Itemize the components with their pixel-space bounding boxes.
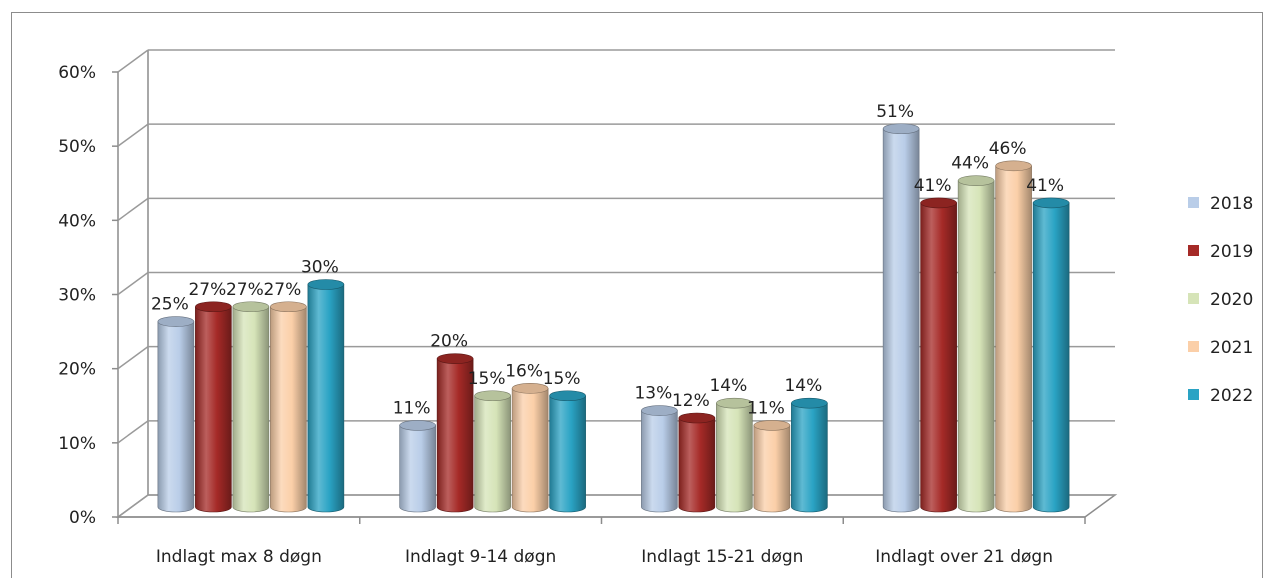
bar: [791, 402, 828, 513]
legend-swatch: [1188, 389, 1199, 400]
y-tick-label: 60%: [58, 63, 96, 83]
bar: [195, 306, 232, 513]
gridline-side: [117, 346, 149, 370]
bar: [882, 128, 920, 513]
bar: [511, 388, 549, 513]
legend-label: 2020: [1210, 290, 1253, 310]
bar: [232, 306, 270, 513]
bar-top: [195, 301, 232, 313]
bar-top: [957, 175, 995, 186]
legend-label: 2019: [1210, 242, 1253, 262]
gridline-side: [117, 420, 149, 444]
data-labels: 25%27% 27% 27%30%11%20%15% 16% 15%13% 12%14%1…: [151, 102, 1064, 419]
data-label: 27%: [188, 280, 226, 300]
bar-top: [474, 390, 511, 402]
legend-swatch: [1188, 341, 1199, 352]
data-label: 51%: [876, 102, 914, 122]
x-category-label: Indlagt over 21 døgn: [875, 547, 1053, 567]
bar: [307, 284, 345, 513]
data-label: 16%: [505, 361, 543, 381]
gridline-side: [117, 271, 149, 296]
x-category-label: Indlagt 15-21 døgn: [641, 547, 803, 567]
data-label: 11%: [747, 398, 785, 418]
bar-top: [716, 397, 753, 409]
y-tick-label: 40%: [58, 211, 96, 231]
bar: [957, 180, 995, 513]
y-tick-label: 50%: [58, 137, 96, 157]
data-label: 46%: [989, 139, 1027, 159]
y-tick-label: 10%: [58, 434, 96, 454]
bar-top: [436, 353, 474, 364]
bar: [716, 402, 753, 513]
data-label: 20%: [430, 332, 468, 352]
gridline-side: [117, 197, 149, 221]
x-category-label: Indlagt max 8 døgn: [156, 547, 322, 567]
bar: [270, 306, 307, 513]
data-label: 41%: [1026, 176, 1064, 196]
bar: [399, 425, 436, 513]
data-label: 25%: [151, 295, 189, 315]
bar-top: [399, 420, 436, 431]
data-label: 30%: [301, 258, 339, 278]
bar: [436, 358, 474, 513]
data-label: 27%: [263, 280, 301, 300]
bars: [157, 123, 1070, 513]
legend-label: 2021: [1210, 338, 1253, 358]
bar-top: [232, 301, 270, 313]
bar: [753, 425, 791, 513]
bar: [995, 165, 1032, 513]
data-label: 15%: [468, 369, 506, 389]
x-axis: Indlagt max 8 døgn Indlagt 9-14 døgn Indla…: [117, 516, 1086, 567]
x-category-label: Indlagt 9-14 døgn: [405, 547, 556, 567]
data-label: 14%: [784, 376, 822, 396]
data-label: 13%: [634, 384, 672, 404]
bar: [641, 410, 678, 513]
legend: 2018 2019 2020 2021 2022: [1188, 194, 1253, 406]
legend-label: 2018: [1210, 194, 1253, 214]
y-tick-label: 20%: [58, 360, 96, 380]
data-label: 27%: [226, 280, 264, 300]
bar-top: [753, 420, 791, 431]
gridline-side: [117, 49, 149, 73]
bar-top: [920, 197, 957, 209]
data-label: 11%: [393, 398, 431, 418]
bar-top: [1032, 197, 1070, 209]
legend-swatch: [1188, 197, 1199, 208]
bar: [549, 395, 586, 513]
bar-top: [882, 123, 920, 135]
bar: [1032, 202, 1070, 513]
bar-top: [157, 316, 195, 327]
gridline-side: [117, 494, 149, 518]
y-tick-label: 30%: [58, 286, 96, 306]
bar-top: [678, 412, 716, 424]
y-tick-label: 0%: [69, 508, 96, 528]
bar: [920, 202, 957, 513]
y-axis-ticks: 0% 10% 20% 30% 40% 50% 60%: [58, 63, 118, 528]
bar-top: [307, 279, 345, 290]
bar: [157, 321, 195, 513]
bar-top: [641, 405, 678, 416]
legend-swatch: [1188, 245, 1199, 256]
data-label: 41%: [914, 176, 952, 196]
bar-top: [995, 160, 1032, 172]
legend-swatch: [1188, 293, 1199, 304]
bar-top: [549, 390, 586, 402]
data-label: 15%: [543, 369, 581, 389]
bar-top: [270, 301, 307, 313]
bar-top: [791, 397, 828, 409]
data-label: 14%: [709, 376, 747, 396]
gridline-side: [117, 123, 149, 147]
bar-top: [511, 383, 549, 394]
bar: [678, 417, 716, 513]
bar: [474, 395, 511, 513]
legend-label: 2022: [1210, 386, 1253, 406]
data-label: 44%: [951, 154, 989, 174]
data-label: 12%: [672, 391, 710, 411]
